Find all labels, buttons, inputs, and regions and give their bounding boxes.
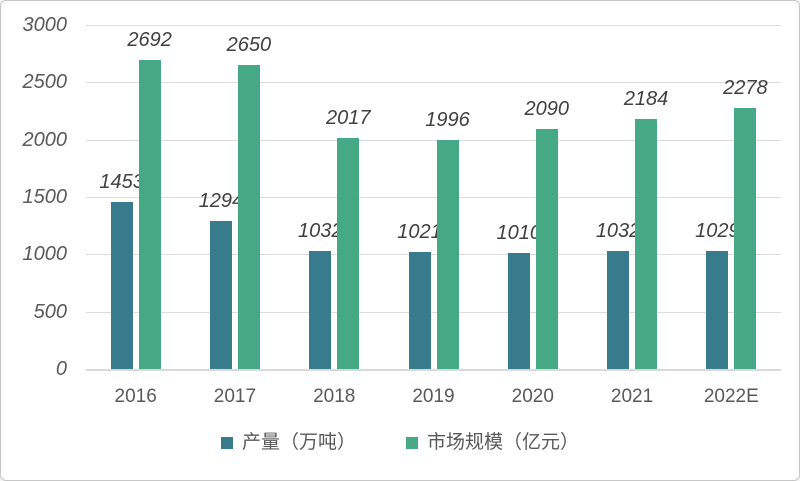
gridline-2000: [86, 139, 781, 141]
bar-production-2019: [408, 251, 431, 369]
bar-production-2016: [110, 202, 133, 369]
legend-label-production: 产量（万吨）: [241, 432, 356, 453]
x-tick-label-2018: 2018: [313, 386, 356, 407]
y-tick-label-0: 0: [55, 358, 67, 380]
gridline-3000: [86, 25, 781, 26]
bar-market-size-2019: [436, 140, 459, 369]
y-tick-label-2500: 2500: [22, 71, 68, 94]
value-label-market-size-2019: 1996: [425, 109, 470, 132]
bar-production-2022E: [706, 251, 729, 369]
x-tick-label-2020: 2020: [511, 386, 554, 407]
bar-production-2020: [507, 253, 530, 369]
value-label-production-2016: 1453: [99, 171, 144, 194]
x-tick-label-2021: 2021: [610, 386, 654, 407]
bar-production-2017: [209, 220, 232, 369]
value-label-production-2018: 1032: [297, 219, 343, 242]
gridline-500: [86, 311, 781, 313]
bar-market-size-2021: [635, 118, 658, 369]
y-tick-label-1500: 1500: [22, 186, 68, 208]
legend-label-market-size: 市场规模（亿元）: [427, 432, 580, 453]
value-label-production-2022E: 1029: [695, 220, 740, 242]
value-label-market-size-2020: 2090: [524, 98, 570, 121]
value-label-production-2021: 1032: [595, 219, 641, 242]
y-tick-label-3000: 3000: [22, 14, 68, 36]
y-tick-label-1000: 1000: [22, 243, 68, 266]
value-label-market-size-2018: 2017: [325, 106, 371, 129]
y-tick-label-500: 500: [33, 300, 67, 323]
x-tick-label-2019: 2019: [412, 386, 455, 407]
x-tick-label-2016: 2016: [114, 386, 157, 407]
legend-item-production: 产量（万吨）: [220, 430, 356, 456]
value-label-production-2017: 1294: [198, 189, 244, 212]
bar-market-size-2022E: [734, 107, 757, 369]
gridline-1000: [86, 254, 781, 256]
gridline-1500: [86, 197, 781, 198]
value-label-market-size-2017: 2650: [226, 34, 272, 57]
value-label-production-2019: 1021: [397, 220, 442, 243]
x-tick-label-2022E: 2022E: [703, 386, 759, 407]
legend-swatch-production: [220, 437, 233, 449]
legend: 产量（万吨） 市场规模（亿元）: [1, 430, 799, 456]
value-label-market-size-2016: 2692: [127, 29, 172, 52]
bar-market-size-2020: [535, 129, 558, 369]
bar-market-size-2016: [138, 60, 161, 369]
bar-market-size-2018: [337, 137, 360, 369]
bar-production-2018: [309, 250, 332, 369]
value-label-production-2020: 1010: [496, 222, 542, 245]
x-tick-label-2017: 2017: [213, 386, 257, 407]
gridline-2500: [86, 82, 781, 84]
y-tick-label-2000: 2000: [22, 128, 68, 151]
value-label-market-size-2021: 2184: [623, 87, 669, 110]
x-axis-line: [86, 368, 781, 371]
bar-market-size-2017: [237, 65, 260, 369]
legend-item-market-size: 市场规模（亿元）: [406, 430, 579, 456]
legend-swatch-market-size: [406, 437, 418, 449]
bar-production-2021: [607, 250, 630, 369]
value-label-market-size-2022E: 2278: [723, 76, 768, 99]
